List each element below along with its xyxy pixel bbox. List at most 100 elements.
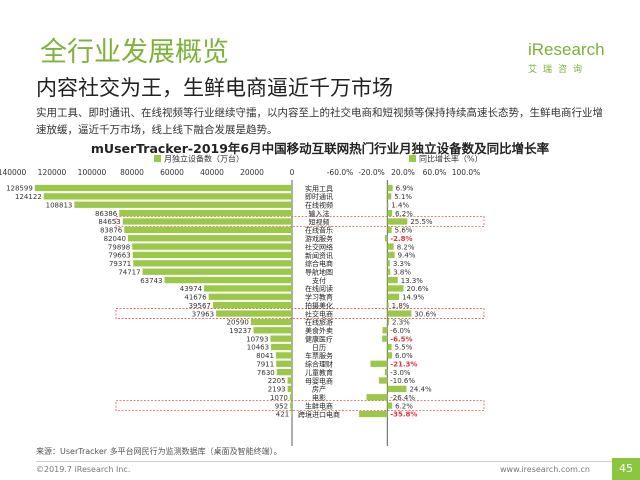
growth-bar bbox=[387, 302, 389, 309]
device-value-label: 41676 bbox=[184, 294, 207, 302]
right-axis-tick: 20.0% bbox=[391, 168, 415, 177]
category-label: 社交网络 bbox=[305, 242, 333, 251]
website-url: www.iresearch.com.cn bbox=[500, 465, 590, 474]
left-legend-label: 月独立设备数（万台） bbox=[164, 154, 244, 164]
growth-bar bbox=[387, 193, 392, 200]
growth-bar bbox=[387, 276, 398, 284]
category-label: 跨境进口电商 bbox=[298, 410, 340, 419]
growth-bar bbox=[387, 352, 392, 359]
device-value-label: 108813 bbox=[46, 201, 73, 209]
growth-value-label: 5.6% bbox=[395, 227, 413, 235]
left-axis-tick: 80000 bbox=[120, 168, 144, 177]
growth-bar bbox=[385, 235, 388, 242]
device-value-label: 74717 bbox=[118, 268, 140, 276]
device-value-label: 43974 bbox=[180, 285, 203, 293]
source-note: 来源：UserTracker 多平台网民行为监测数据库（桌面及智能终端）。 bbox=[36, 447, 282, 456]
growth-bar bbox=[387, 218, 408, 225]
growth-bar bbox=[370, 360, 388, 367]
device-bar bbox=[74, 201, 293, 208]
growth-bar bbox=[387, 343, 392, 351]
highlight-box bbox=[115, 308, 485, 319]
growth-value-label: 13.3% bbox=[401, 277, 424, 285]
category-label: 新闻资讯 bbox=[305, 251, 333, 260]
device-value-label: 10463 bbox=[247, 344, 269, 352]
device-bar bbox=[122, 218, 292, 225]
growth-bar bbox=[384, 368, 388, 376]
growth-bar bbox=[387, 209, 393, 217]
growth-value-label: 30.6% bbox=[414, 310, 437, 318]
category-label: 社交电商 bbox=[305, 309, 333, 318]
left-axis-tick: 20000 bbox=[240, 168, 264, 177]
device-value-label: 83876 bbox=[100, 227, 123, 235]
device-value-label: 2205 bbox=[268, 377, 286, 385]
device-value-label: 20590 bbox=[227, 319, 249, 327]
device-bar bbox=[127, 235, 292, 242]
growth-value-label: -2.8% bbox=[390, 235, 412, 243]
growth-value-label: 3.3% bbox=[393, 260, 411, 268]
growth-value-label: 24.4% bbox=[409, 386, 432, 394]
category-label: 拍摄美化 bbox=[305, 301, 333, 310]
device-value-label: 79898 bbox=[108, 243, 130, 251]
category-label: 短视频 bbox=[309, 217, 330, 226]
device-bar bbox=[289, 394, 292, 401]
category-label: 电影 bbox=[312, 393, 326, 402]
growth-value-label: 5.5% bbox=[395, 344, 413, 352]
category-label: 在线视频 bbox=[305, 201, 333, 210]
growth-value-label: 6.9% bbox=[396, 185, 414, 193]
growth-value-label: 6.0% bbox=[395, 352, 413, 360]
device-bar bbox=[212, 302, 292, 309]
device-bar bbox=[142, 268, 292, 275]
device-value-label: 124122 bbox=[15, 193, 42, 201]
growth-value-label: 5.1% bbox=[394, 193, 412, 201]
device-value-label: 10793 bbox=[246, 335, 268, 343]
category-label: 儿童教育 bbox=[305, 368, 333, 377]
chart-title: mUserTracker-2019年6月中国移动互联网热门行业月独立设备数及同比… bbox=[90, 141, 550, 156]
device-value-label: 8041 bbox=[256, 352, 274, 360]
category-label: 即时通讯 bbox=[305, 192, 333, 201]
growth-value-label: 6.2% bbox=[395, 402, 413, 410]
device-bar bbox=[270, 335, 292, 342]
device-value-label: 7911 bbox=[256, 360, 274, 368]
device-bar bbox=[253, 327, 292, 334]
growth-value-label: -6.5% bbox=[390, 335, 412, 343]
growth-value-label: 20.6% bbox=[406, 285, 429, 293]
device-bar bbox=[291, 410, 292, 418]
growth-value-label: 8.2% bbox=[397, 243, 415, 251]
left-axis-tick: 120000 bbox=[38, 168, 67, 177]
growth-value-label: 1.4% bbox=[391, 201, 409, 209]
left-legend-swatch bbox=[154, 155, 161, 162]
growth-value-label: 1.8% bbox=[392, 302, 410, 310]
device-value-label: 86386 bbox=[95, 210, 118, 218]
right-legend-label: 同比增长率（%） bbox=[419, 154, 483, 164]
growth-value-label: 3.8% bbox=[393, 268, 411, 276]
device-value-label: 79663 bbox=[108, 252, 130, 260]
device-bar bbox=[275, 352, 292, 359]
growth-bar bbox=[378, 377, 388, 384]
category-label: 车票服务 bbox=[305, 351, 333, 360]
left-axis-tick: 100000 bbox=[78, 168, 107, 177]
page-number: 45 bbox=[612, 458, 640, 480]
category-label: 母婴电商 bbox=[305, 376, 333, 385]
device-value-label: 7630 bbox=[257, 369, 275, 377]
device-bar bbox=[276, 360, 292, 367]
category-label: 输入法 bbox=[309, 209, 330, 218]
device-value-label: 79371 bbox=[109, 260, 131, 268]
device-bar bbox=[208, 293, 292, 300]
growth-bar bbox=[359, 410, 388, 418]
growth-bar bbox=[387, 293, 399, 300]
device-value-label: 1070 bbox=[270, 394, 288, 402]
device-value-label: 19237 bbox=[229, 327, 251, 335]
device-bar bbox=[290, 402, 292, 409]
growth-bar bbox=[387, 201, 389, 208]
right-axis-tick: -20.0% bbox=[358, 168, 385, 177]
growth-value-label: -3.0% bbox=[390, 369, 411, 377]
growth-bar bbox=[387, 184, 393, 192]
growth-value-label: -26.4% bbox=[390, 394, 415, 402]
left-axis-tick: 0 bbox=[290, 168, 295, 177]
device-bar bbox=[204, 285, 292, 292]
highlight-box bbox=[115, 400, 485, 412]
category-label: 在线旅游 bbox=[305, 318, 333, 327]
category-label: 美食外卖 bbox=[305, 326, 333, 335]
growth-value-label: 14.9% bbox=[402, 294, 425, 302]
category-label: 支付 bbox=[312, 276, 326, 285]
